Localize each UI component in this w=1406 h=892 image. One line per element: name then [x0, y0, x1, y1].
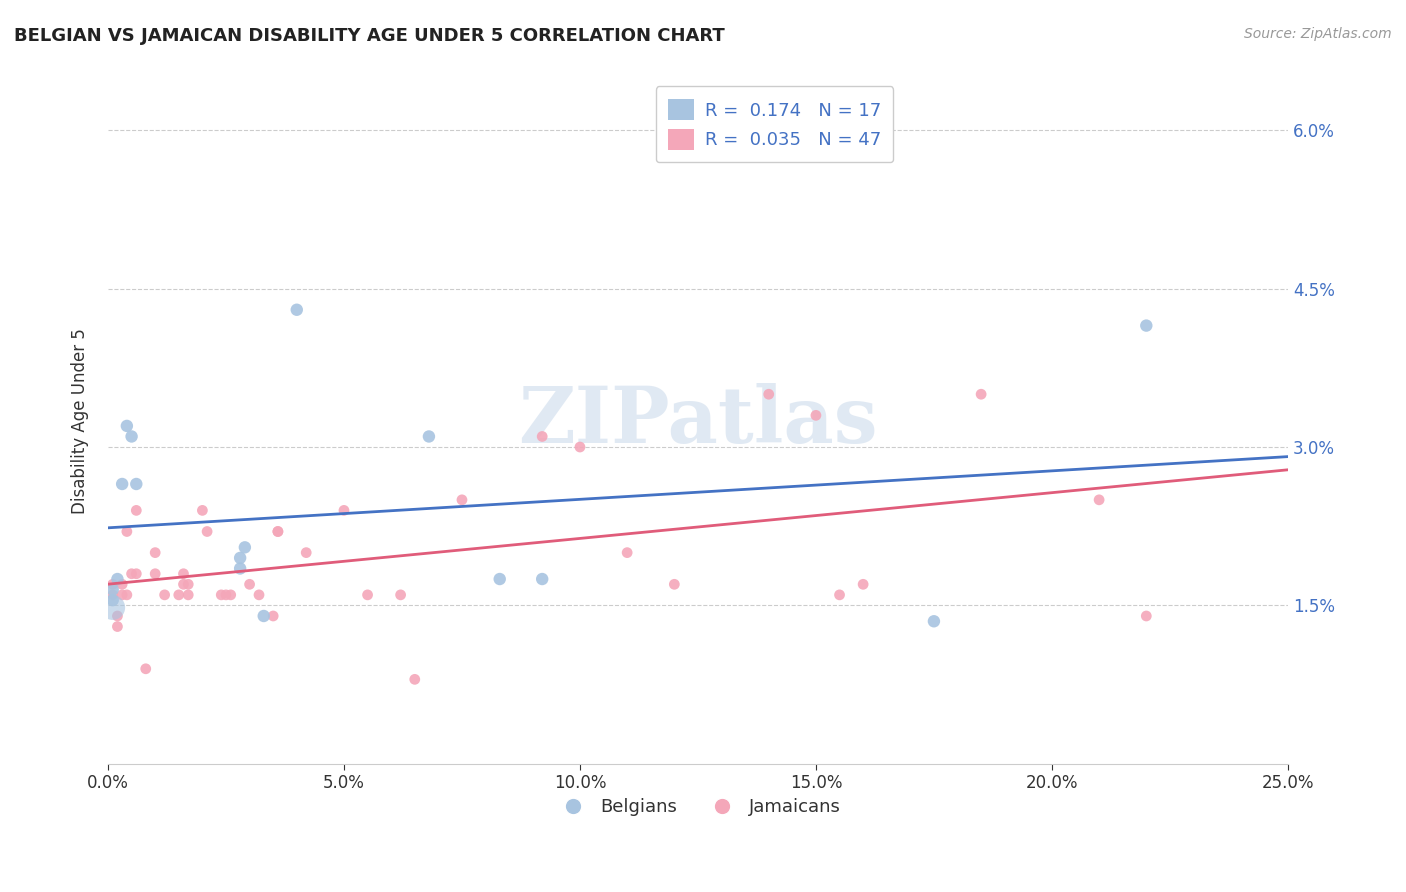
- Point: [111, 588, 134, 602]
- Point: [922, 614, 945, 628]
- Point: [233, 541, 256, 555]
- Point: [758, 387, 780, 401]
- Point: [101, 588, 124, 602]
- Point: [135, 662, 157, 676]
- Text: ZIPatlas: ZIPatlas: [519, 383, 877, 458]
- Point: [389, 588, 412, 602]
- Point: [970, 387, 993, 401]
- Point: [295, 546, 318, 560]
- Point: [111, 577, 134, 591]
- Point: [828, 588, 851, 602]
- Point: [267, 524, 290, 539]
- Point: [852, 577, 875, 591]
- Point: [173, 577, 195, 591]
- Point: [239, 577, 262, 591]
- Point: [125, 566, 148, 581]
- Point: [418, 429, 440, 443]
- Point: [177, 577, 200, 591]
- Point: [568, 440, 591, 454]
- Point: [101, 582, 124, 597]
- Point: [191, 503, 214, 517]
- Point: [1135, 609, 1157, 624]
- Point: [333, 503, 356, 517]
- Point: [153, 588, 176, 602]
- Point: [115, 588, 138, 602]
- Point: [167, 588, 190, 602]
- Point: [247, 588, 270, 602]
- Point: [404, 673, 426, 687]
- Point: [1135, 318, 1157, 333]
- Point: [229, 561, 252, 575]
- Point: [101, 577, 124, 591]
- Point: [531, 572, 554, 586]
- Point: [267, 524, 290, 539]
- Point: [143, 546, 166, 560]
- Text: Source: ZipAtlas.com: Source: ZipAtlas.com: [1244, 27, 1392, 41]
- Point: [107, 619, 129, 633]
- Point: [115, 418, 138, 433]
- Point: [531, 429, 554, 443]
- Point: [125, 477, 148, 491]
- Point: [101, 600, 124, 615]
- Text: BELGIAN VS JAMAICAN DISABILITY AGE UNDER 5 CORRELATION CHART: BELGIAN VS JAMAICAN DISABILITY AGE UNDER…: [14, 27, 725, 45]
- Point: [111, 477, 134, 491]
- Y-axis label: Disability Age Under 5: Disability Age Under 5: [72, 327, 89, 514]
- Point: [115, 524, 138, 539]
- Point: [219, 588, 242, 602]
- Point: [143, 566, 166, 581]
- Point: [195, 524, 218, 539]
- Point: [285, 302, 308, 317]
- Point: [356, 588, 378, 602]
- Point: [253, 609, 276, 624]
- Point: [173, 566, 195, 581]
- Point: [121, 566, 143, 581]
- Point: [209, 588, 232, 602]
- Point: [177, 588, 200, 602]
- Point: [804, 409, 827, 423]
- Point: [229, 550, 252, 565]
- Point: [1088, 492, 1111, 507]
- Point: [107, 609, 129, 624]
- Point: [107, 572, 129, 586]
- Point: [125, 503, 148, 517]
- Point: [488, 572, 510, 586]
- Point: [262, 609, 284, 624]
- Point: [121, 429, 143, 443]
- Point: [215, 588, 238, 602]
- Legend: Belgians, Jamaicans: Belgians, Jamaicans: [548, 791, 848, 823]
- Point: [616, 546, 638, 560]
- Point: [451, 492, 474, 507]
- Point: [101, 593, 124, 607]
- Point: [664, 577, 686, 591]
